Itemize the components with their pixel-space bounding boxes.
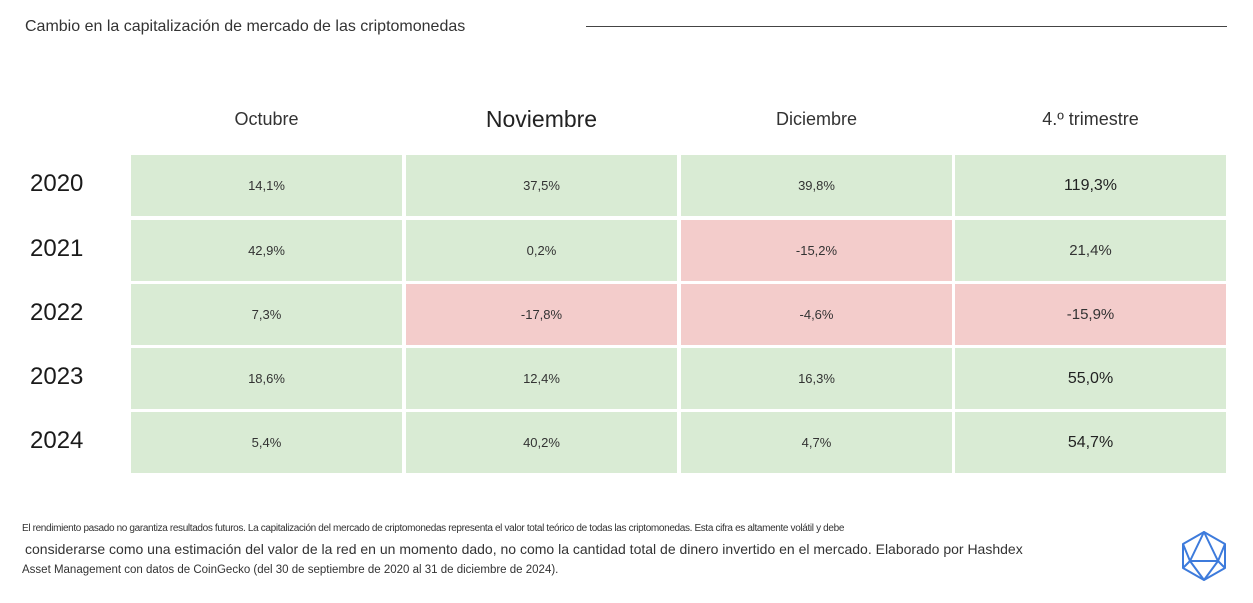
- table-cell: 7,3%: [131, 284, 402, 345]
- footnote-line-1: El rendimiento pasado no garantiza resul…: [22, 523, 845, 534]
- table-cell: 40,2%: [406, 412, 677, 473]
- column-header: Noviembre: [485, 106, 598, 132]
- table-cell: 55,0%: [955, 348, 1226, 409]
- table-cell: 4,7%: [681, 412, 952, 473]
- table-cell: 16,3%: [681, 348, 952, 409]
- column-header: Diciembre: [775, 109, 858, 129]
- column-header: Octubre: [234, 109, 299, 129]
- table-cell: 119,3%: [955, 155, 1226, 216]
- table-cell: 54,7%: [955, 412, 1226, 473]
- table-cell: 21,4%: [955, 220, 1226, 281]
- row-label-year: 2024: [30, 427, 84, 454]
- table-cell: 14,1%: [131, 155, 402, 216]
- column-header: 4.º trimestre: [1042, 109, 1139, 129]
- footnote: El rendimiento pasado no garantiza resul…: [22, 518, 1157, 581]
- table-cell: 5,4%: [131, 412, 402, 473]
- row-label-year: 2022: [30, 299, 84, 326]
- table-cell: -15,9%: [955, 284, 1226, 345]
- row-label-year: 2023: [30, 363, 84, 390]
- row-label-year: 2020: [30, 170, 84, 197]
- table-cell: -17,8%: [406, 284, 677, 345]
- table-cell: 37,5%: [406, 155, 677, 216]
- title-rule: [586, 26, 1227, 27]
- table-cell: 0,2%: [406, 220, 677, 281]
- table-cell: 39,8%: [681, 155, 952, 216]
- row-label-year: 2021: [30, 235, 84, 262]
- table-cell: 18,6%: [131, 348, 402, 409]
- chart-title: Cambio en la capitalización de mercado d…: [25, 18, 466, 35]
- table-cell: 12,4%: [406, 348, 677, 409]
- table-cell: 42,9%: [131, 220, 402, 281]
- hashdex-logo-icon: [1182, 531, 1226, 581]
- footnote-line-3: Asset Management con datos de CoinGecko …: [22, 564, 559, 576]
- table-cell: -4,6%: [681, 284, 952, 345]
- table-cell: -15,2%: [681, 220, 952, 281]
- footnote-line-2: considerarse como una estimación del val…: [25, 541, 1023, 557]
